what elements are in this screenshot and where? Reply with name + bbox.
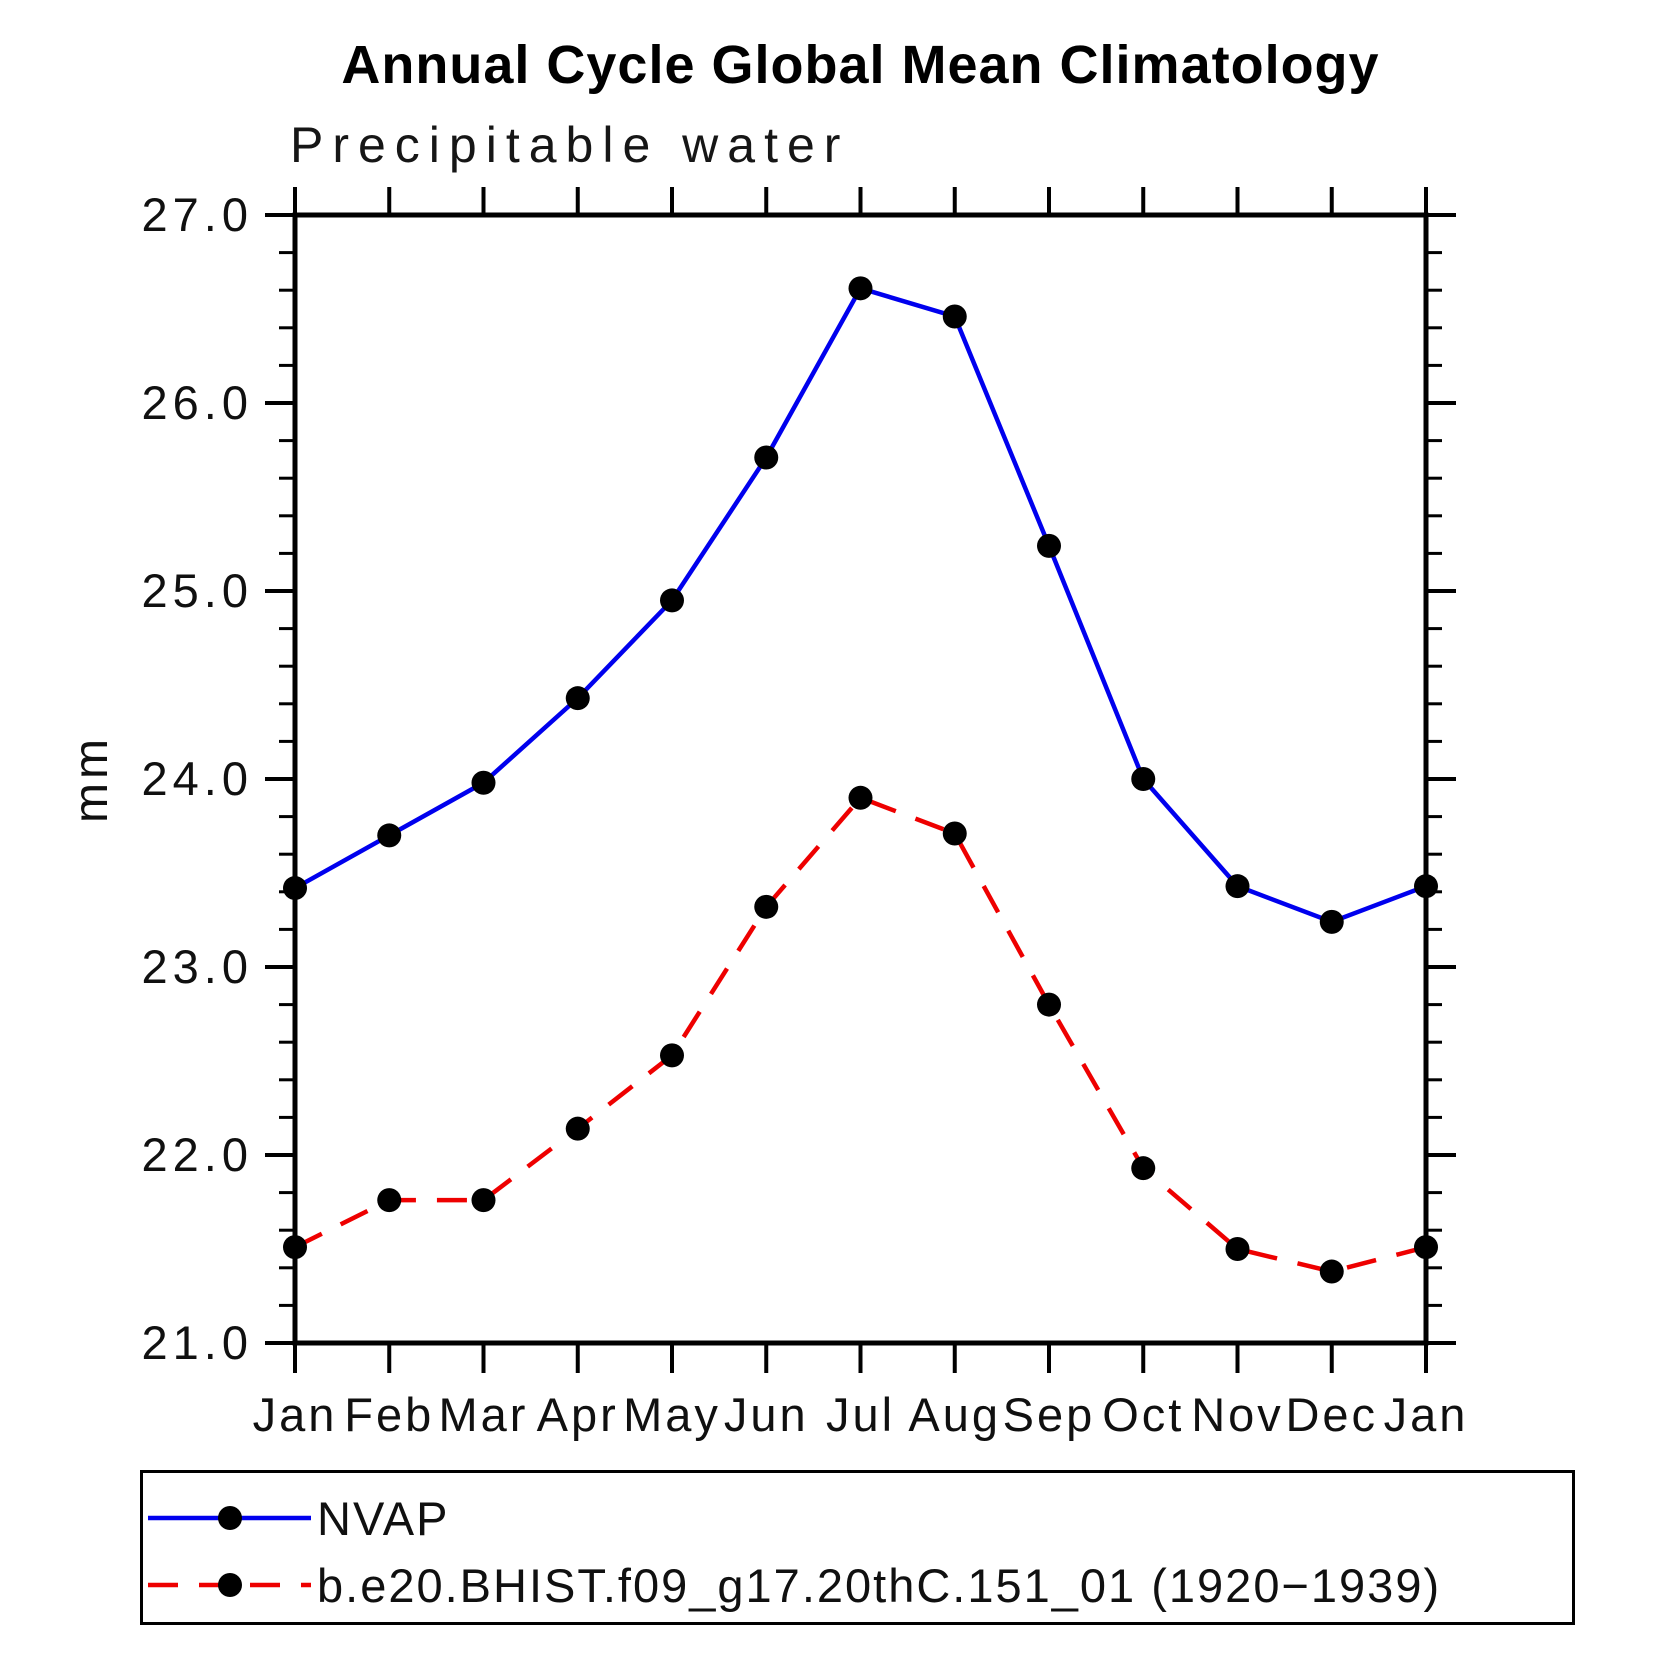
legend-sample-marker [218,1573,242,1597]
chart-title: Annual Cycle Global Mean Climatology [341,35,1380,95]
x-axis-tick-label: Mar [439,1388,529,1441]
data-point-s0-4 [660,588,684,613]
x-axis-tick-label: Jan [1384,1388,1469,1441]
data-point-s0-5 [754,445,779,470]
data-point-s0-0 [283,876,307,901]
data-point-s1-2 [471,1188,496,1213]
x-axis-tick-label: Jul [826,1388,895,1441]
legend-line-sample-nvap [148,1506,311,1530]
data-point-s1-7 [942,821,967,846]
legend-box: NVAP b.e20.BHIST.f09_g17.20thC.151_01 (1… [140,1470,1575,1625]
data-point-s1-1 [377,1188,402,1213]
x-axis-tick-label: Nov [1191,1388,1284,1441]
data-point-s0-6 [848,276,873,301]
data-point-s0-9 [1131,767,1156,791]
data-point-s1-6 [848,785,873,810]
axis-frame [292,212,1429,1346]
data-point-s1-9 [1131,1156,1156,1181]
legend-label-model: b.e20.BHIST.f09_g17.20thC.151_01 (1920−1… [317,1558,1442,1612]
data-point-s0-1 [377,823,402,848]
y-axis-tick-label: 23.0 [142,940,253,993]
data-point-s1-11 [1319,1259,1344,1284]
y-axis-tick-label: 25.0 [142,564,253,617]
x-axis-tick-label: Sep [1003,1388,1096,1441]
data-point-s1-10 [1225,1237,1250,1261]
x-axis-tick-label: Jan [253,1388,338,1441]
data-point-s1-12 [1414,1235,1438,1260]
x-axis-tick-label: Feb [344,1388,434,1441]
y-axis-tick-label: 27.0 [142,188,253,241]
data-point-s0-10 [1225,874,1250,899]
data-point-s1-8 [1037,992,1061,1017]
x-axis-tick-label: Dec [1285,1388,1378,1441]
data-point-s1-0 [283,1235,307,1260]
legend-entry-model: b.e20.BHIST.f09_g17.20thC.151_01 (1920−1… [145,1559,1441,1612]
data-point-s0-12 [1414,874,1438,899]
x-axis-tick-label: Jun [724,1388,809,1441]
data-point-s0-11 [1319,909,1344,934]
data-point-s0-2 [471,770,496,795]
data-point-s0-8 [1037,533,1061,558]
data-point-s1-5 [754,894,779,919]
x-axis-tick-label: May [623,1388,721,1441]
data-point-s0-7 [942,304,967,329]
legend-entry-nvap: NVAP [145,1492,450,1545]
data-point-s1-3 [565,1116,590,1141]
y-axis-tick-label: 26.0 [142,376,253,429]
y-axis-tick-label: 24.0 [142,752,253,805]
data-point-s0-3 [565,686,590,711]
series-line-0 [293,285,1427,925]
legend-sample-marker [218,1506,242,1530]
y-axis-tick-label: 22.0 [142,1128,253,1181]
legend-line-sample-model [148,1573,311,1597]
y-axis-tick-label: 21.0 [142,1316,253,1369]
legend-label-nvap: NVAP [317,1491,450,1545]
x-axis-tick-label: Apr [537,1388,619,1441]
data-point-s1-4 [660,1043,684,1068]
series-line-1 [293,795,1427,1274]
x-axis-tick-label: Oct [1102,1388,1184,1441]
x-axis-tick-label: Aug [908,1388,1001,1441]
chart-subtitle: Precipitable water [290,117,850,173]
